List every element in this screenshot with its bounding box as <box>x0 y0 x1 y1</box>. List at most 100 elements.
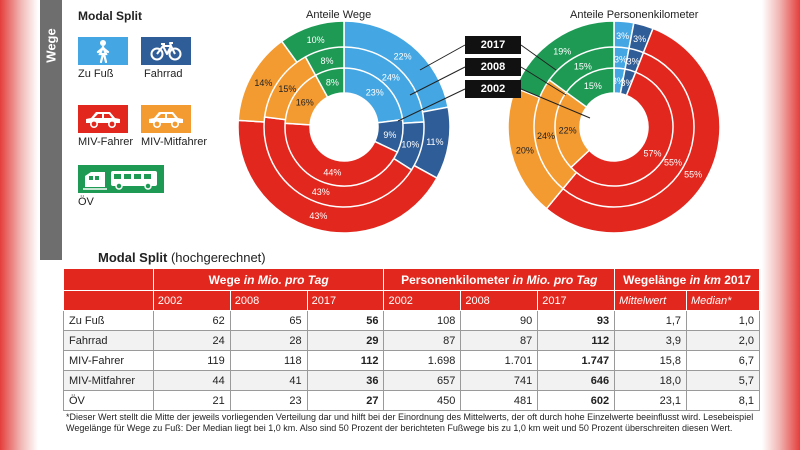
slice-label: 11% <box>426 137 443 147</box>
table-cell: 62 <box>152 310 231 331</box>
table-cell: 23,1 <box>614 390 688 411</box>
table-cell: 3,9 <box>614 330 688 351</box>
table-cell: 87 <box>383 330 462 351</box>
column-header: 2002 <box>383 290 462 311</box>
table-cell: 15,8 <box>614 350 688 371</box>
slice-label: 3% <box>633 34 646 44</box>
table-cell: 87 <box>460 330 539 351</box>
column-header: 2008 <box>229 290 308 311</box>
slice-label: 43% <box>309 211 327 221</box>
year-leader-line <box>520 44 557 71</box>
table-cell: 36 <box>306 370 385 391</box>
year-label-2017: 2017 <box>465 36 521 54</box>
column-header: Median* <box>686 290 760 311</box>
table-sub-header: 2002 2008 2017 2002 2008 2017 Mittelwert… <box>63 290 760 311</box>
legend-label: MIV-Mitfahrer <box>141 136 208 148</box>
year-leader-line <box>419 44 466 71</box>
donut-slice <box>284 122 399 187</box>
table-cell: 29 <box>306 330 385 351</box>
table-cell: 5,7 <box>686 370 760 391</box>
slice-label: 19% <box>553 46 571 56</box>
legend-item-public-transport: ÖV <box>78 165 164 208</box>
slice-label: 24% <box>537 131 555 141</box>
group-header-wegelaenge: Wegelänge in km 2017 <box>614 268 760 291</box>
right-background-strip <box>762 0 800 450</box>
slice-label: 20% <box>516 145 534 155</box>
table-cell: 1.701 <box>460 350 539 371</box>
bus-train-icon <box>78 165 164 193</box>
table-row: MIV-Fahrer 119 118 112 1.698 1.701 1.747… <box>63 350 760 371</box>
slice-label: 3% <box>627 57 640 67</box>
year-leader-line <box>397 88 466 122</box>
column-header: 2008 <box>460 290 539 311</box>
donut-slice <box>565 67 615 109</box>
year-leader-line <box>520 88 591 119</box>
table-cell: 56 <box>306 310 385 331</box>
year-leader-line <box>520 66 567 96</box>
slice-label: 57% <box>643 149 661 159</box>
legend-item-car-passenger: MIV-Mitfahrer <box>141 105 207 148</box>
donut-hole <box>311 94 377 160</box>
slice-label: 9% <box>383 130 396 140</box>
table-cell: 21 <box>152 390 231 411</box>
slice-label: 43% <box>312 187 330 197</box>
column-header: Mittelwert <box>614 290 688 311</box>
legend-item-bike: Fahrrad <box>141 37 191 80</box>
legend-label: Zu Fuß <box>78 68 114 80</box>
slice-label: 22% <box>394 52 412 62</box>
table-cell: 28 <box>229 330 308 351</box>
table-cell: 112 <box>306 350 385 371</box>
legend-item-car-driver: MIV-Fahrer <box>78 105 133 148</box>
slice-label: 22% <box>559 125 577 135</box>
slice-label: 55% <box>664 157 682 167</box>
table-cell: 44 <box>152 370 231 391</box>
table-cell: 8,1 <box>686 390 760 411</box>
chart-title-pkm: Anteile Personenkilometer <box>570 9 699 21</box>
empty-subheader-cell <box>63 290 154 311</box>
donut-charts: 22% 11% 43% 14% 10% 24% 10% 43% 15% 8% 23% 9% 44% 16%… <box>237 20 721 234</box>
table-cell: 65 <box>229 310 308 331</box>
table-cell: 119 <box>152 350 231 371</box>
year-label-2002: 2002 <box>465 80 521 98</box>
slice-label: 15% <box>584 81 602 91</box>
column-header: 2017 <box>306 290 385 311</box>
row-label: ÖV <box>63 390 154 411</box>
table-cell: 23 <box>229 390 308 411</box>
footnote: *Dieser Wert stellt die Mitte der jeweil… <box>66 412 754 433</box>
slice-label: 3% <box>614 54 627 64</box>
slice-label: 16% <box>296 98 314 108</box>
slice-label: 8% <box>326 77 339 87</box>
bicycle-icon <box>141 37 191 65</box>
table-row: Fahrrad 24 28 29 87 87 112 3,9 2,0 <box>63 330 760 351</box>
table-cell: 2,0 <box>686 330 760 351</box>
table-cell: 1,0 <box>686 310 760 331</box>
table-cell: 41 <box>229 370 308 391</box>
slice-label: 23% <box>366 88 384 98</box>
slice-label: 24% <box>382 73 400 83</box>
table-cell: 741 <box>460 370 539 391</box>
table-row: MIV-Mitfahrer 44 41 36 657 741 646 18,0 … <box>63 370 760 391</box>
table-cell: 1.698 <box>383 350 462 371</box>
year-label-2008: 2008 <box>465 58 521 76</box>
legend-label: Fahrrad <box>144 68 183 80</box>
table-cell: 481 <box>460 390 539 411</box>
legend-title: Modal Split <box>78 9 142 23</box>
table-cell: 1,7 <box>614 310 688 331</box>
donut-slice <box>569 71 674 187</box>
slice-label: 10% <box>307 35 325 45</box>
table-cell: 27 <box>306 390 385 411</box>
table-cell: 93 <box>537 310 616 331</box>
table-cell: 24 <box>152 330 231 351</box>
slice-label: 10% <box>401 140 419 150</box>
slice-label: 15% <box>574 61 592 71</box>
slice-label: 8% <box>320 56 333 66</box>
row-label: Fahrrad <box>63 330 154 351</box>
modal-split-table: Wege in Mio. pro Tag Personenkilometer i… <box>63 268 760 411</box>
empty-header-cell <box>63 268 154 291</box>
slice-label: 3% <box>612 76 625 86</box>
slice-label: 3% <box>620 78 633 88</box>
slice-label: 55% <box>684 169 702 179</box>
table-cell: 450 <box>383 390 462 411</box>
table-cell: 657 <box>383 370 462 391</box>
table-row: Zu Fuß 62 65 56 108 90 93 1,7 1,0 <box>63 310 760 331</box>
